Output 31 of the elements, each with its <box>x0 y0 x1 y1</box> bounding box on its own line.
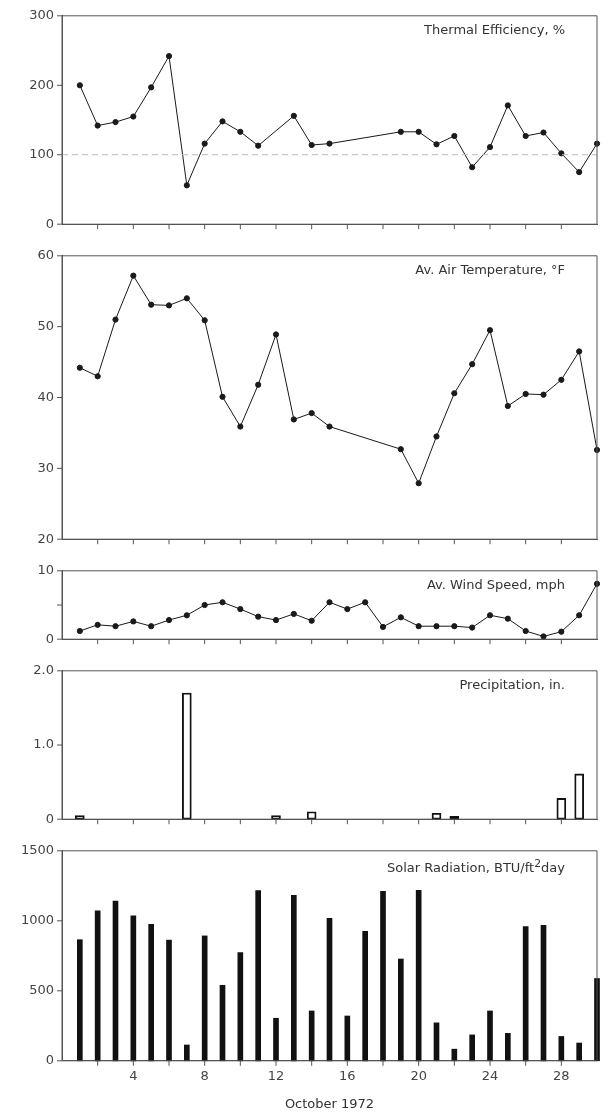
x-axis-title: October 1972 <box>284 1095 375 1111</box>
text: Av. Air Temperature, °F <box>415 262 565 277</box>
y-tick-label: 20 <box>37 530 54 546</box>
y-tick-label: 50 <box>37 318 54 334</box>
y-tick-label: 1.0 <box>33 736 54 752</box>
text: Av. Wind Speed, mph <box>426 577 565 592</box>
x-tick-label: 4 <box>129 1067 138 1083</box>
y-tick-label: 100 <box>29 146 54 162</box>
y-tick-label: 2.0 <box>33 662 54 678</box>
text: Solar Radiation, BTU/ft$^{2}$day <box>387 857 565 876</box>
text: Precipitation, in. <box>459 677 565 692</box>
y-tick-label: 0 <box>45 630 54 646</box>
x-tick-label: 20 <box>410 1067 427 1083</box>
x-tick-label: 28 <box>553 1067 570 1083</box>
text: Thermal Efficiency, % <box>424 22 565 37</box>
x-tick-label: 16 <box>339 1067 356 1083</box>
y-tick-label: 200 <box>29 76 54 92</box>
y-tick-label: 60 <box>37 247 54 263</box>
x-tick-label: 8 <box>200 1067 209 1083</box>
y-tick-label: 1000 <box>20 912 54 928</box>
x-tick-label: 12 <box>267 1067 285 1083</box>
y-tick-label: 30 <box>37 459 54 475</box>
x-tick-label: 24 <box>481 1067 499 1083</box>
y-tick-label: 1500 <box>20 842 54 858</box>
y-tick-label: 0 <box>45 1052 54 1068</box>
y-tick-label: 0 <box>45 215 54 231</box>
y-tick-label: 10 <box>37 562 54 578</box>
y-tick-label: 40 <box>37 388 54 404</box>
y-tick-label: 300 <box>29 7 54 23</box>
y-tick-label: 0 <box>45 810 54 826</box>
y-tick-label: 500 <box>29 982 54 998</box>
